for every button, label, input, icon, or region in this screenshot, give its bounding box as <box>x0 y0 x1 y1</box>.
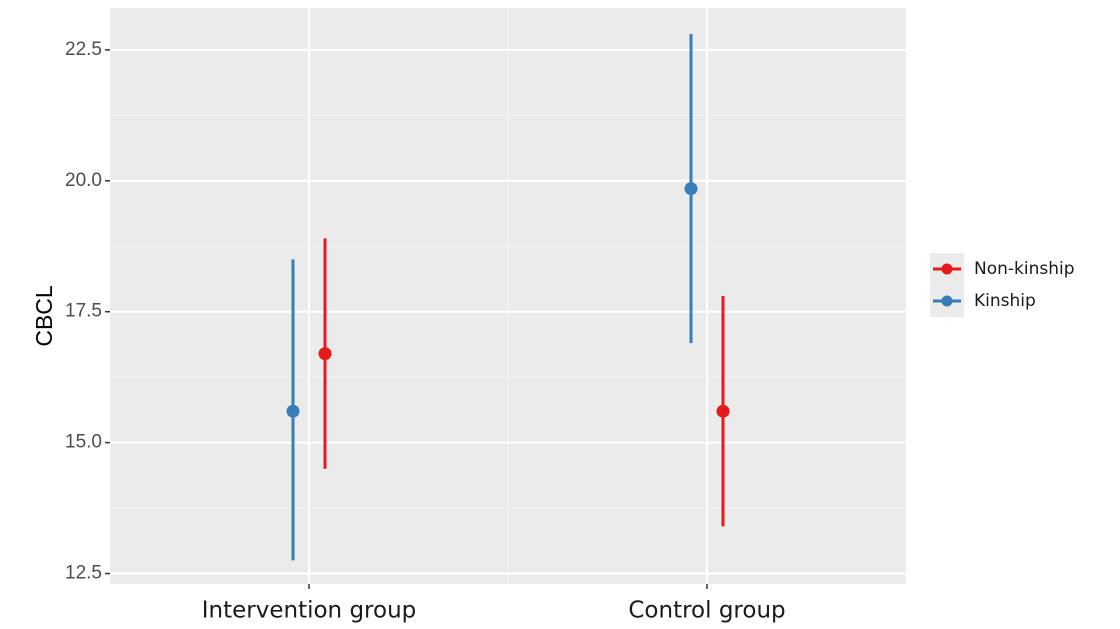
y-tick-label: 20.0 <box>65 170 102 191</box>
grid-major <box>110 8 906 584</box>
legend-key-point-1 <box>941 295 953 307</box>
point-0-0 <box>318 347 332 361</box>
legend: Non-kinship Kinship <box>930 253 1075 317</box>
x-tick-label: Intervention group <box>202 598 417 624</box>
legend-label-nonkinship: Non-kinship <box>974 259 1075 279</box>
marks <box>286 34 730 561</box>
x-axis: Intervention group Control group <box>202 584 786 624</box>
y-axis: 12.5 15.0 17.5 20.0 22.5 <box>65 39 110 584</box>
y-axis-title: CBCL <box>31 285 57 347</box>
y-tick-label: 22.5 <box>65 39 102 60</box>
legend-keys <box>933 263 961 307</box>
y-tick-label: 12.5 <box>65 563 102 584</box>
point-1-1 <box>684 182 698 196</box>
legend-label-kinship: Kinship <box>974 291 1036 311</box>
y-tick-label: 15.0 <box>65 432 102 453</box>
y-tick-label: 17.5 <box>65 301 102 322</box>
x-tick-label: Control group <box>628 598 785 624</box>
point-0-1 <box>716 404 730 418</box>
point-1-0 <box>286 404 300 418</box>
grid-minor <box>110 8 906 584</box>
legend-key-point-0 <box>941 263 953 275</box>
